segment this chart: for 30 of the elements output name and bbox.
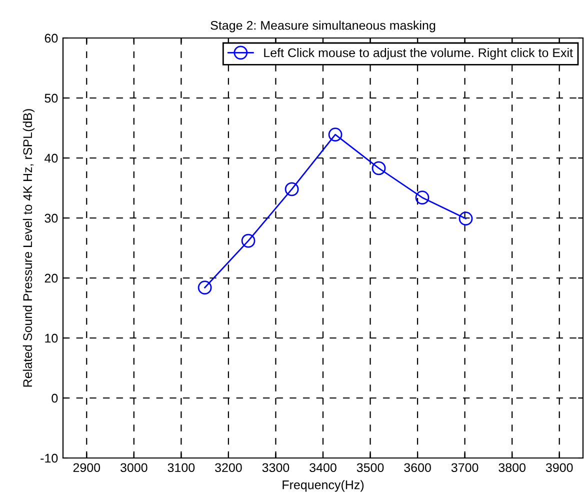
x-tick-label: 3600 bbox=[404, 463, 431, 472]
y-axis-title: Related Sound Pressure Level to 4K Hz, rSPL(dB) bbox=[22, 109, 35, 387]
x-tick-label: 3500 bbox=[356, 463, 384, 472]
x-tick-label: 3200 bbox=[215, 463, 242, 472]
point bbox=[328, 128, 342, 142]
chart-title: Stage 2: Measure simultaneous masking bbox=[210, 20, 436, 32]
x-tick-label: 3400 bbox=[310, 463, 336, 472]
point bbox=[372, 161, 386, 176]
y-tick-label: 10 bbox=[45, 334, 58, 343]
point bbox=[415, 190, 430, 205]
x-tick-label: 3900 bbox=[546, 463, 573, 472]
x-tick-label: 3800 bbox=[498, 463, 526, 472]
point bbox=[284, 182, 299, 196]
point bbox=[198, 280, 212, 295]
x-tick-label: 3000 bbox=[120, 463, 148, 472]
point bbox=[458, 212, 473, 226]
y-tick-label: 40 bbox=[44, 154, 58, 163]
x-tick-label: 3300 bbox=[262, 463, 290, 472]
x-axis-title: Frequency(Hz) bbox=[282, 480, 364, 492]
x-tick-label: 3700 bbox=[451, 463, 478, 472]
y-tick-label: -10 bbox=[40, 454, 58, 463]
y-tick-label: 60 bbox=[44, 34, 58, 43]
y-tick-label: 30 bbox=[44, 214, 58, 223]
legend-label: Left Click mouse to adjust the volume. Right click to Exit bbox=[264, 48, 573, 60]
y-tick-label: 50 bbox=[44, 94, 58, 103]
x-tick-label: 3100 bbox=[168, 463, 195, 472]
point bbox=[241, 234, 256, 248]
y-tick-label: 20 bbox=[44, 274, 58, 283]
x-tick-label: 2900 bbox=[73, 463, 100, 472]
y-tick-label: 0 bbox=[52, 394, 58, 403]
